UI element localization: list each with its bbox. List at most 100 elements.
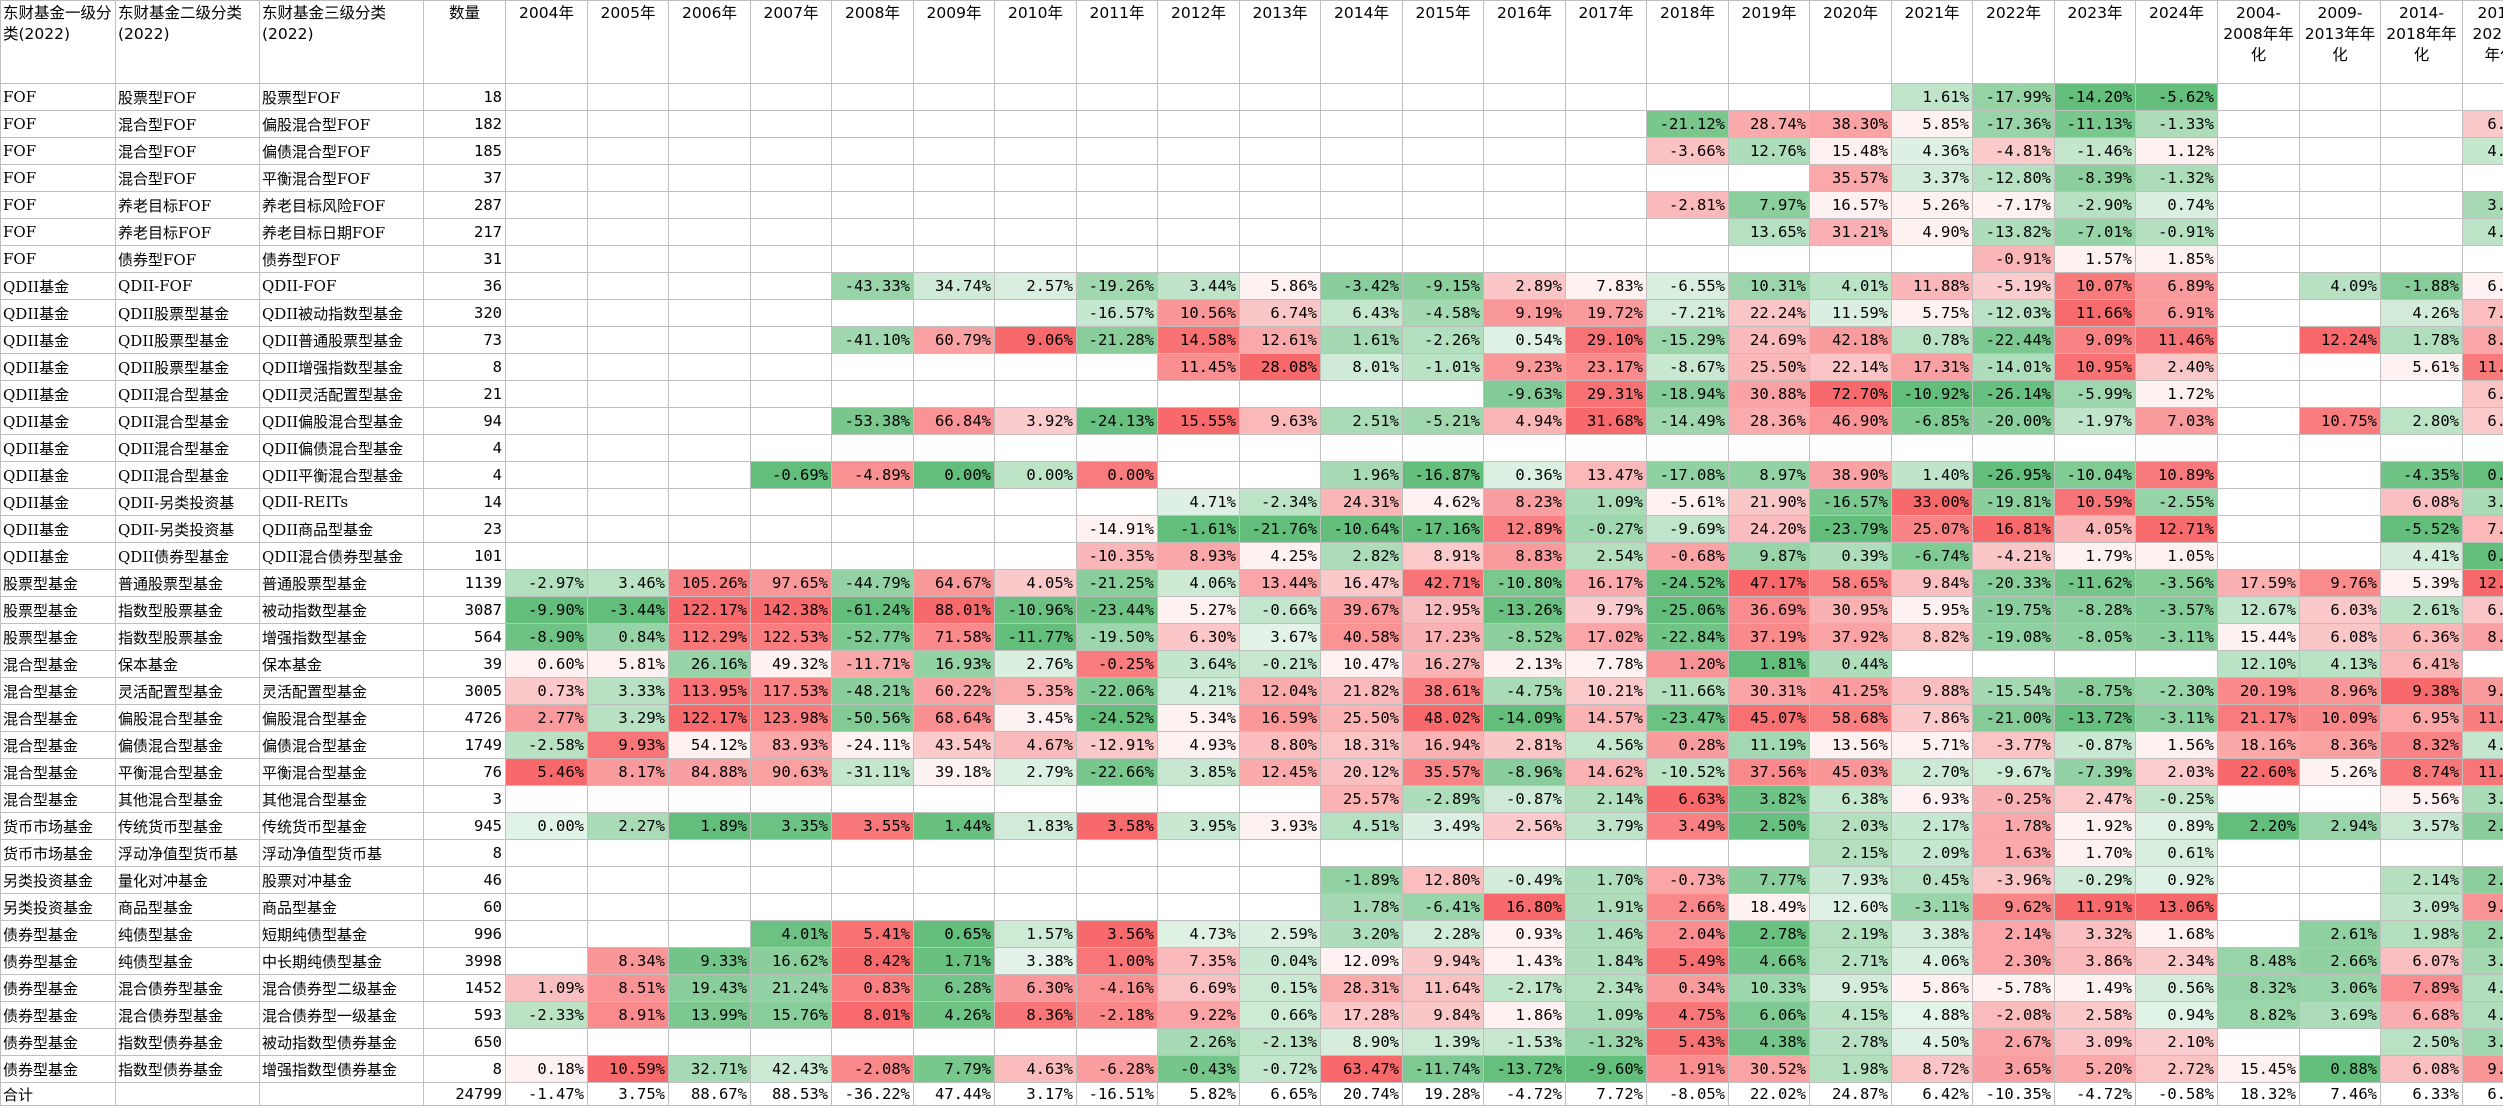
return-cell: 2.82% [1321,543,1403,570]
return-cell [1566,246,1647,273]
return-cell: 8.36% [995,1002,1077,1029]
return-cell: 2.10% [2136,1029,2218,1056]
count-cell: 1452 [424,975,506,1002]
return-cell [669,84,751,111]
year-header: 2019年 [1729,1,1810,84]
return-cell: -26.95% [1973,462,2055,489]
return-cell [669,489,751,516]
return-cell: 17.59% [2218,570,2300,597]
return-cell: -14.49% [1647,408,1729,435]
return-cell: 6.69% [1158,975,1240,1002]
count-cell: 1139 [424,570,506,597]
year-header: 2009年 [914,1,995,84]
return-cell: 3.37% [1892,165,1973,192]
return-cell: 9.23% [1484,354,1566,381]
return-cell: 6.08% [2381,1056,2463,1083]
return-cell: 5.56% [2381,786,2463,813]
return-cell: -17.99% [1973,84,2055,111]
return-cell [669,219,751,246]
return-cell: 43.54% [914,732,995,759]
count-cell: 18 [424,84,506,111]
return-cell [506,921,588,948]
return-cell: 28.74% [1729,111,1810,138]
return-cell [1158,867,1240,894]
return-cell: -16.57% [1810,489,1892,516]
category-cell: QDII灵活配置型基金 [260,381,424,408]
category-cell: QDII-FOF [260,273,424,300]
return-cell [2381,138,2463,165]
return-cell: 4.75% [1647,1002,1729,1029]
year-header: 2011年 [1077,1,1158,84]
return-cell [1158,435,1240,462]
return-cell: 12.24% [2300,327,2381,354]
return-cell: 4.26% [2381,300,2463,327]
return-cell [506,84,588,111]
return-cell: -10.35% [1077,543,1158,570]
return-cell [832,786,914,813]
return-cell: 90.63% [751,759,832,786]
return-cell: 18.31% [1321,732,1403,759]
return-cell: 16.80% [1484,894,1566,921]
return-cell: 25.57% [1321,786,1403,813]
return-cell [1077,1029,1158,1056]
return-cell: 10.21% [1566,678,1647,705]
return-cell [1240,381,1321,408]
return-cell [588,840,669,867]
annualized-header: 2014-2018年年化 [2381,1,2463,84]
return-cell: -9.67% [1973,759,2055,786]
return-cell [914,219,995,246]
return-cell [506,138,588,165]
return-cell: 12.71% [2136,516,2218,543]
return-cell: 24.87% [1810,1083,1892,1106]
return-cell: -26.14% [1973,381,2055,408]
return-cell: 4.01% [751,921,832,948]
year-header: 2017年 [1566,1,1647,84]
category-cell: QDII普通股票型基金 [260,327,424,354]
return-cell: 0.54% [1484,327,1566,354]
return-cell: 38.61% [1403,678,1484,705]
category-cell: QDII混合型基金 [116,435,260,462]
category-cell: QDII商品型基金 [260,516,424,543]
return-cell [506,516,588,543]
return-cell: 0.94% [2136,1002,2218,1029]
return-cell [1892,651,1973,678]
return-cell: -0.87% [1484,786,1566,813]
return-cell: 2.61% [2300,921,2381,948]
return-cell [1810,246,1892,273]
return-cell [669,921,751,948]
return-cell: 16.17% [1566,570,1647,597]
return-cell: 2.77% [506,705,588,732]
return-cell: -17.36% [1973,111,2055,138]
return-cell: 3.29% [588,705,669,732]
return-cell [2463,84,2503,111]
return-cell: 2.79% [995,759,1077,786]
return-cell: 7.22% [2463,300,2503,327]
return-cell [1158,138,1240,165]
return-cell: -3.44% [588,597,669,624]
return-cell: 11.64% [1403,975,1484,1002]
return-cell: 6.08% [2381,489,2463,516]
return-cell [914,138,995,165]
return-cell [1647,246,1729,273]
return-cell: 2.89% [1484,273,1566,300]
return-cell: -4.81% [1973,138,2055,165]
return-cell [1973,651,2055,678]
return-cell: 6.28% [914,975,995,1002]
return-cell [588,489,669,516]
return-cell: 122.53% [751,624,832,651]
return-cell: 1.09% [506,975,588,1002]
return-cell: 0.60% [506,651,588,678]
return-cell [1158,381,1240,408]
category-cell: 债券型FOF [260,246,424,273]
return-cell: 23.17% [1566,354,1647,381]
return-cell: -12.80% [1973,165,2055,192]
return-cell [506,894,588,921]
category-cell: 平衡混合型FOF [260,165,424,192]
return-cell: -8.52% [1484,624,1566,651]
return-cell: 25.50% [1321,705,1403,732]
return-cell [1403,435,1484,462]
return-cell [669,273,751,300]
return-cell: 0.84% [588,624,669,651]
